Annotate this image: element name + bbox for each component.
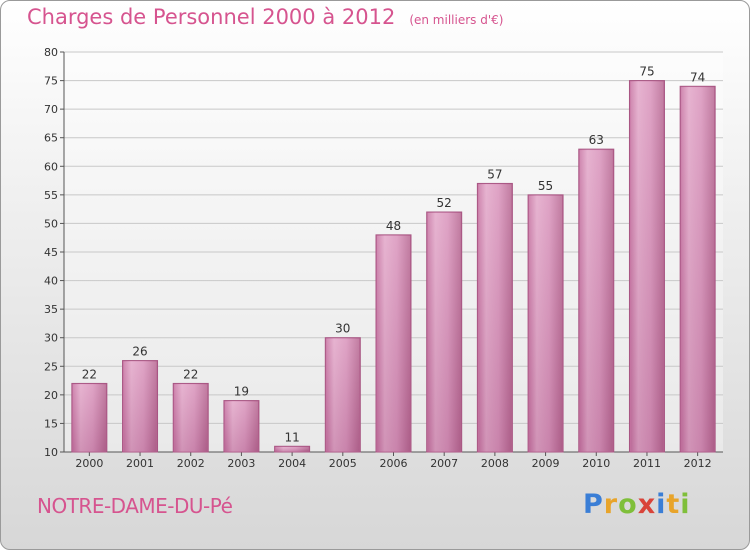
bar-shade xyxy=(681,87,715,452)
x-tick-label: 2002 xyxy=(177,457,205,470)
logo-letter: x xyxy=(637,489,657,520)
x-tick-label: 2003 xyxy=(227,457,255,470)
y-tick-label: 70 xyxy=(44,103,58,116)
bar-shade xyxy=(174,384,208,451)
x-tick-label: 2004 xyxy=(278,457,306,470)
bar-shade xyxy=(224,401,258,451)
y-tick-label: 65 xyxy=(44,132,58,145)
value-label: 26 xyxy=(132,345,147,359)
bar-shade xyxy=(326,338,360,451)
value-label: 57 xyxy=(487,167,502,181)
bar-shade xyxy=(427,213,461,451)
bar-shade xyxy=(72,384,106,451)
x-tick-label: 2005 xyxy=(329,457,357,470)
x-tick-label: 2012 xyxy=(684,457,712,470)
x-tick-label: 2009 xyxy=(532,457,560,470)
x-tick-label: 2006 xyxy=(380,457,408,470)
logo-letter: t xyxy=(666,489,681,520)
title-text: Charges de Personnel 2000 à 2012 xyxy=(27,5,396,29)
value-label: 48 xyxy=(386,219,401,233)
proxiti-logo: Proxiti xyxy=(583,489,691,520)
value-label: 11 xyxy=(284,430,299,444)
bar-shade xyxy=(529,195,563,451)
y-tick-label: 15 xyxy=(44,417,58,430)
y-tick-label: 30 xyxy=(44,332,58,345)
x-tick-label: 2010 xyxy=(582,457,610,470)
x-tick-label: 2000 xyxy=(75,457,103,470)
x-tick-label: 2011 xyxy=(633,457,661,470)
x-tick-label: 2007 xyxy=(430,457,458,470)
location-name: NOTRE-DAME-DU-Pé xyxy=(37,494,233,518)
y-tick-label: 35 xyxy=(44,303,58,316)
y-tick-label: 60 xyxy=(44,160,58,173)
y-tick-label: 10 xyxy=(44,446,58,459)
value-label: 19 xyxy=(234,385,249,399)
value-label: 22 xyxy=(82,367,97,381)
y-tick-label: 40 xyxy=(44,275,58,288)
value-label: 22 xyxy=(183,367,198,381)
y-tick-label: 50 xyxy=(44,217,58,230)
y-tick-label: 80 xyxy=(44,46,58,59)
x-tick-label: 2008 xyxy=(481,457,509,470)
logo-letter: i xyxy=(656,489,667,520)
bar-shade xyxy=(275,447,309,451)
bar-shade xyxy=(123,361,157,451)
logo-letter: o xyxy=(618,489,638,520)
logo-letter: P xyxy=(583,489,604,520)
bar-shade xyxy=(579,150,613,451)
logo-letter: i xyxy=(680,489,691,520)
y-tick-label: 55 xyxy=(44,189,58,202)
bar-shade xyxy=(478,184,512,451)
x-tick-label: 2001 xyxy=(126,457,154,470)
value-label: 52 xyxy=(437,196,452,210)
bar-shade xyxy=(377,235,410,451)
value-label: 55 xyxy=(538,179,553,193)
y-tick-label: 45 xyxy=(44,246,58,259)
value-label: 30 xyxy=(335,322,350,336)
value-label: 63 xyxy=(589,133,604,147)
y-tick-label: 25 xyxy=(44,360,58,373)
bar-shade xyxy=(630,81,664,452)
chart-title: Charges de Personnel 2000 à 2012 (en mill… xyxy=(27,5,503,29)
value-label: 74 xyxy=(690,70,705,84)
y-tick-label: 75 xyxy=(44,75,58,88)
logo-letter: r xyxy=(603,489,619,520)
value-label: 75 xyxy=(639,65,654,79)
chart-subtitle: (en milliers d'€) xyxy=(409,13,504,27)
y-tick-label: 20 xyxy=(44,389,58,402)
